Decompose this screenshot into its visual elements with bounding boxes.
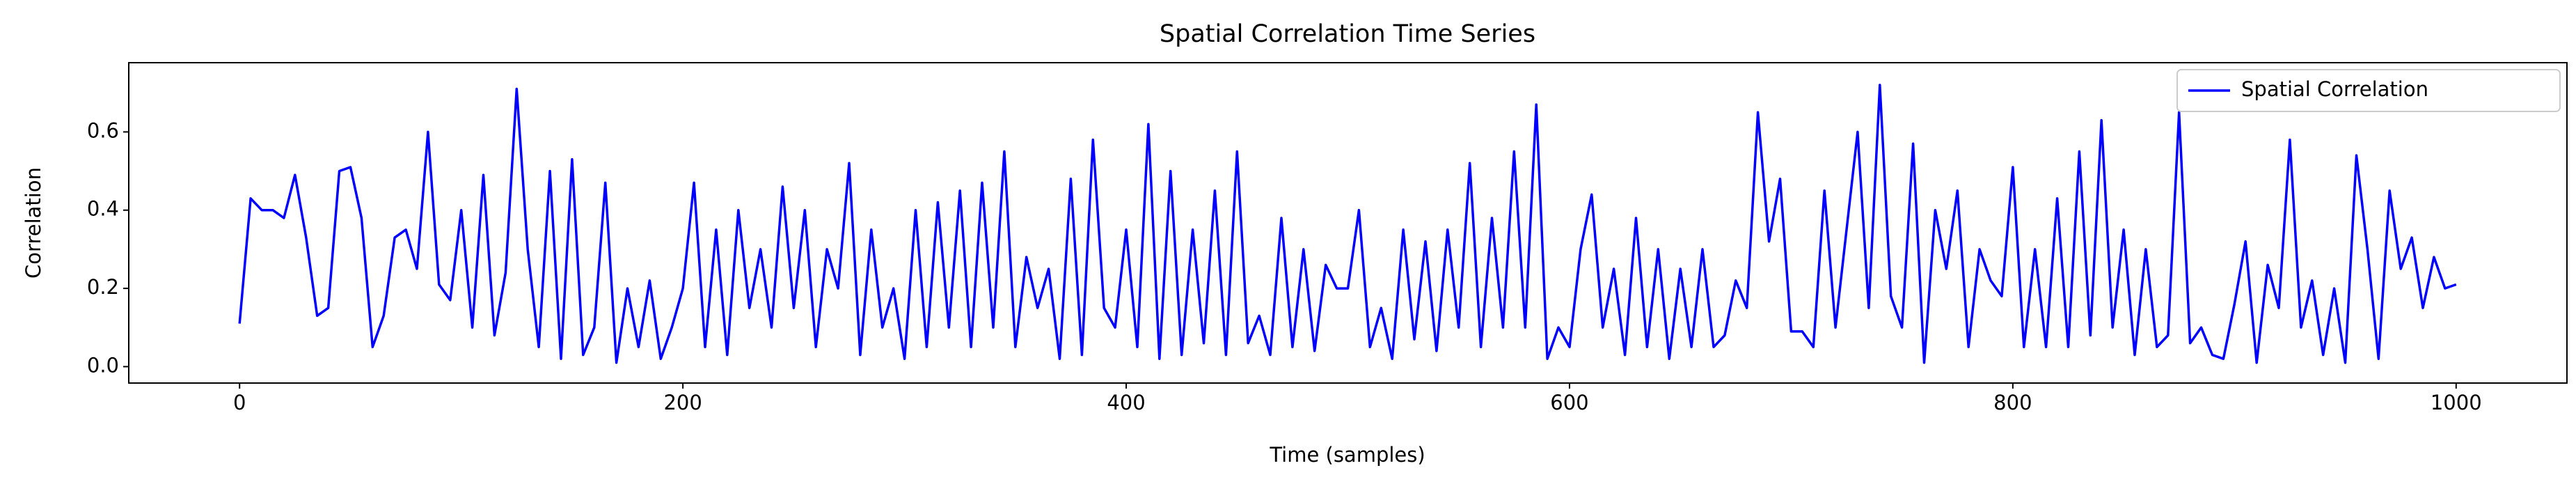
y-axis-label: Correlation <box>22 167 45 279</box>
x-tick-label: 400 <box>1107 391 1145 414</box>
x-tick-label: 600 <box>1550 391 1588 414</box>
plot-frame <box>128 62 2568 384</box>
x-tick-label: 200 <box>663 391 702 414</box>
x-tick-label: 0 <box>233 391 246 414</box>
legend-box <box>2176 69 2561 112</box>
chart-title: Spatial Correlation Time Series <box>1160 20 1535 48</box>
data-line <box>238 84 2457 364</box>
y-tick-label: 0.0 <box>87 353 119 377</box>
y-tick-label: 0.2 <box>87 275 119 299</box>
y-tick-label: 0.6 <box>87 118 119 142</box>
y-tick-label: 0.4 <box>87 197 119 221</box>
x-axis-label: Time (samples) <box>1269 443 1425 467</box>
x-tick-label: 1000 <box>2431 391 2482 414</box>
legend-label: Spatial Correlation <box>2241 77 2428 101</box>
x-tick-label: 800 <box>1993 391 2032 414</box>
